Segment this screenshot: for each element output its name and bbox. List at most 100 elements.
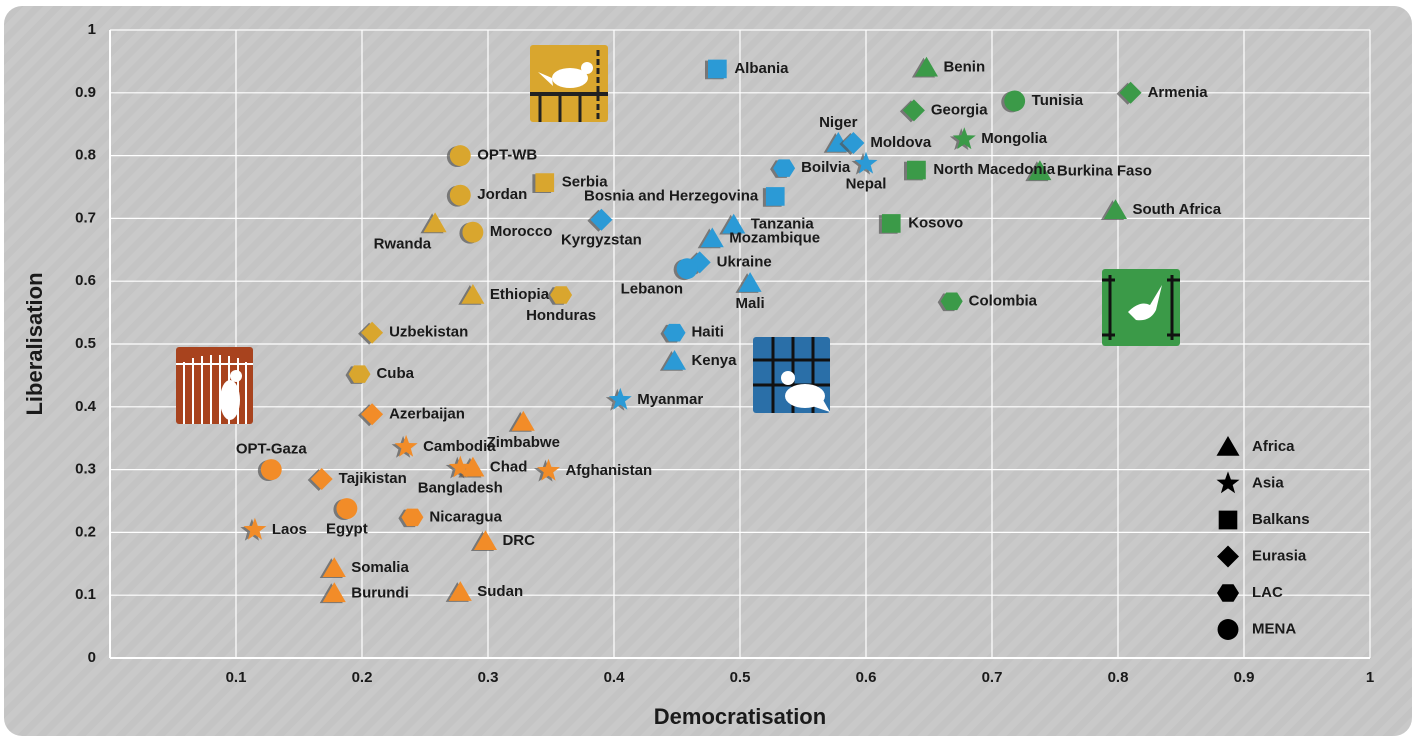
- data-point: [842, 132, 865, 154]
- point-label: Serbia: [562, 174, 609, 191]
- x-tick-label: 0.6: [856, 669, 877, 686]
- data-point: [1103, 199, 1127, 219]
- point-label: Mozambique: [729, 229, 820, 246]
- data-point: [401, 508, 424, 527]
- point-label: OPT-WB: [477, 147, 537, 164]
- x-tick-label: 1: [1366, 669, 1374, 686]
- legend-label: LAC: [1252, 584, 1283, 601]
- data-point: [535, 173, 555, 192]
- point-label: Burundi: [351, 584, 409, 601]
- y-tick-label: 0.2: [75, 523, 96, 540]
- data-point: [608, 387, 632, 410]
- y-tick-label: 0.5: [75, 335, 96, 352]
- x-tick-label: 0.7: [982, 669, 1003, 686]
- data-point: [449, 184, 471, 206]
- data-point: [394, 434, 418, 457]
- point-label: Ethiopia: [490, 286, 550, 303]
- y-tick-label: 0.3: [75, 461, 96, 478]
- point-label: Jordan: [477, 186, 527, 203]
- data-point: [1004, 90, 1026, 112]
- y-tick-label: 0.9: [75, 84, 96, 101]
- data-point: [336, 498, 358, 519]
- point-label: Azerbaijan: [389, 405, 465, 422]
- data-point: [461, 284, 485, 304]
- legend-label: Asia: [1252, 474, 1284, 491]
- x-axis-title: Democratisation: [654, 704, 826, 729]
- data-point: [448, 455, 472, 478]
- data-point: [537, 458, 560, 481]
- point-label: Kyrgyzstan: [561, 232, 642, 249]
- x-tick-label: 0.5: [730, 669, 751, 686]
- data-point: [361, 403, 384, 426]
- point-label: Somalia: [351, 559, 409, 576]
- y-tick-label: 0.4: [75, 398, 97, 415]
- legend-marker: [1216, 436, 1240, 456]
- point-label: North Macedonia: [933, 161, 1055, 178]
- x-tick-label: 0.4: [604, 669, 626, 686]
- data-point: [462, 221, 484, 243]
- y-axis-title: Liberalisation: [22, 272, 47, 415]
- point-label: Georgia: [931, 101, 988, 118]
- data-point: [473, 530, 497, 550]
- legend-label: Eurasia: [1252, 547, 1307, 564]
- legend-marker: [1217, 545, 1239, 568]
- y-tick-label: 0.8: [75, 147, 96, 164]
- point-label: Nicaragua: [429, 508, 502, 525]
- point-label: DRC: [502, 532, 535, 549]
- legend-marker: [1218, 510, 1238, 530]
- point-label: Afghanistan: [565, 462, 652, 479]
- data-point: [423, 212, 447, 233]
- point-label: Chad: [490, 459, 528, 476]
- data-point: [1028, 160, 1052, 181]
- data-point: [907, 160, 926, 180]
- point-label: Honduras: [526, 307, 596, 324]
- legend-marker: [1216, 471, 1240, 494]
- x-tick-label: 0.9: [1234, 669, 1255, 686]
- marks: Benin Burkina Faso South Africa Niger Tanzan…: [236, 56, 1222, 604]
- data-point: [708, 59, 727, 79]
- data-point: [676, 258, 698, 280]
- data-point: [511, 410, 535, 431]
- point-label: Tanzania: [751, 216, 815, 233]
- y-tick-label: 0.1: [75, 586, 96, 603]
- data-point: [722, 213, 746, 234]
- data-point: [448, 581, 472, 601]
- data-point: [902, 99, 925, 122]
- data-point: [260, 459, 282, 481]
- point-label: Mongolia: [981, 130, 1047, 147]
- point-label: Morocco: [490, 223, 553, 240]
- point-label: Haiti: [691, 324, 724, 341]
- point-label: Zimbabwe: [487, 434, 560, 451]
- background: [4, 6, 1412, 736]
- data-point: [662, 350, 686, 370]
- point-label: Cambodia: [423, 438, 496, 455]
- data-point: [765, 187, 785, 206]
- point-label: Bosnia and Herzegovina: [584, 187, 759, 204]
- legend-label: MENA: [1252, 620, 1296, 637]
- data-point: [590, 208, 613, 231]
- point-label: Niger: [819, 114, 858, 131]
- legend-marker: [1217, 584, 1239, 602]
- data-point: [310, 468, 333, 490]
- data-point: [952, 127, 976, 150]
- data-point: [550, 286, 573, 304]
- y-tick-label: 1: [88, 21, 96, 38]
- point-label: Lebanon: [621, 281, 684, 298]
- point-label: South Africa: [1132, 201, 1221, 218]
- data-point: [361, 321, 384, 344]
- data-point: [940, 292, 963, 311]
- point-label: Kosovo: [908, 214, 963, 231]
- icon-free-bird-green: [1102, 269, 1180, 346]
- point-label: Armenia: [1148, 84, 1209, 101]
- icon-caged-bird-blue: [753, 337, 830, 413]
- x-tick-label: 0.1: [226, 669, 247, 686]
- point-label: Nepal: [846, 176, 887, 193]
- data-point: [854, 151, 878, 174]
- legend-label: Balkans: [1252, 511, 1310, 528]
- data-point: [461, 456, 485, 477]
- point-label: Colombia: [969, 292, 1038, 309]
- y-tick-label: 0.7: [75, 209, 96, 226]
- point-label: Burkina Faso: [1057, 162, 1152, 179]
